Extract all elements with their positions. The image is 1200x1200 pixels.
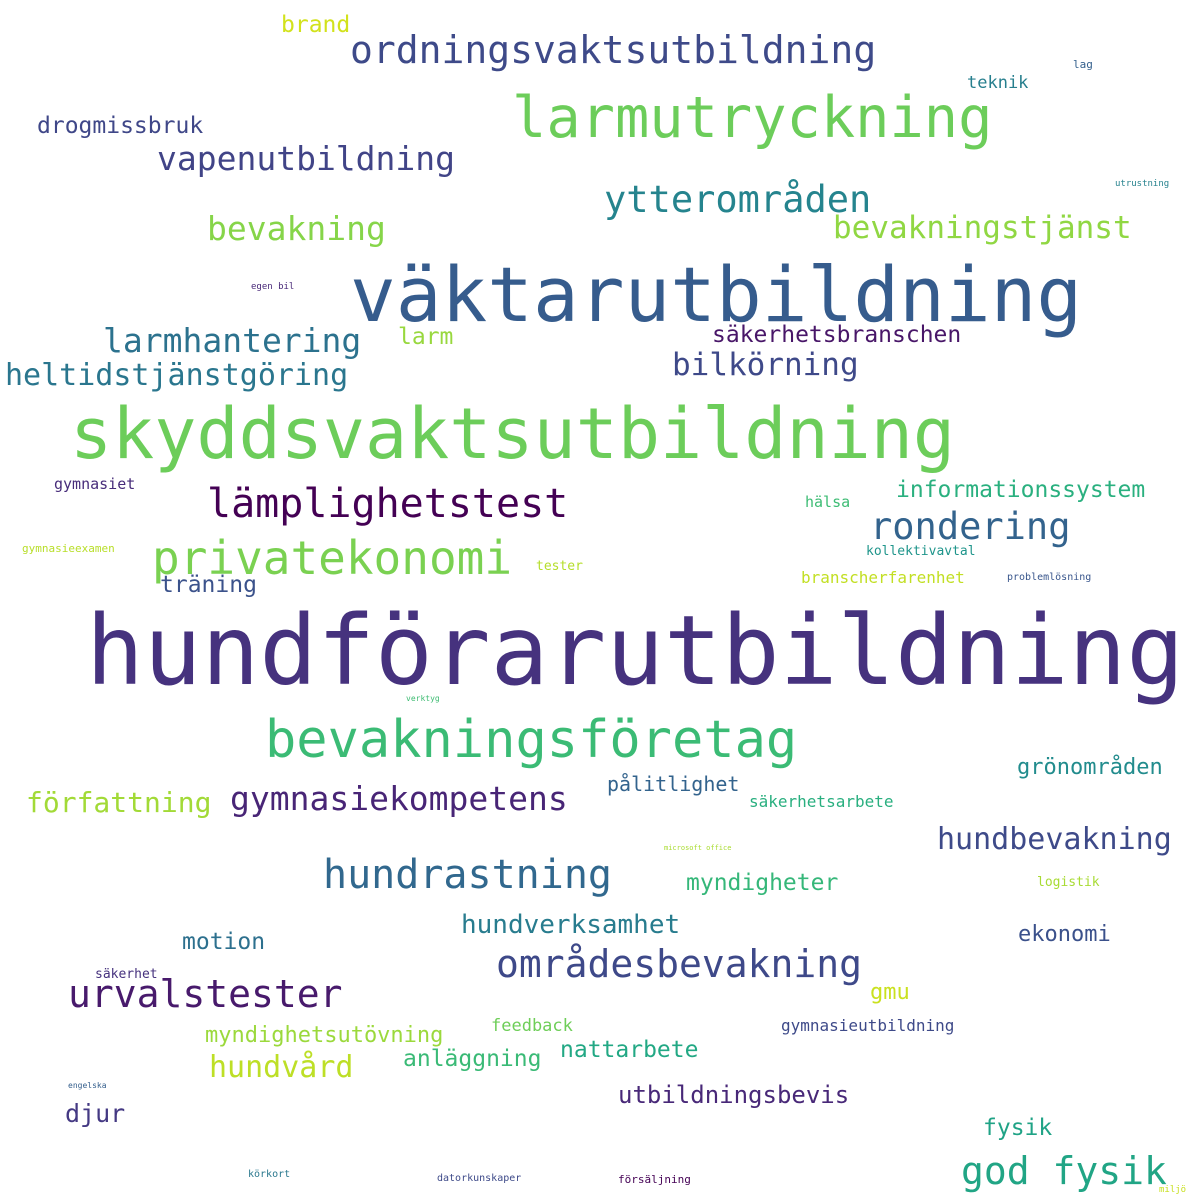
word-ytteromraden: ytterområden — [604, 178, 872, 221]
word-verktyg: verktyg — [406, 694, 440, 703]
word-motion: motion — [182, 929, 266, 955]
word-egen-bil: egen bil — [251, 282, 295, 292]
word-lamplighetstest: lämplighetstest — [207, 481, 569, 527]
word-myndigheter: myndigheter — [686, 870, 839, 896]
word-fysik: fysik — [983, 1115, 1053, 1141]
word-gymnasiekompetens: gymnasiekompetens — [230, 779, 568, 818]
word-gronomraden: grönområden — [1017, 755, 1163, 780]
word-microsoft-office: microsoft office — [664, 844, 732, 852]
word-hundverksamhet: hundverksamhet — [461, 910, 681, 940]
word-hundrastning: hundrastning — [323, 852, 612, 898]
word-gymnasieexamen: gymnasieexamen — [22, 542, 115, 555]
word-traning: träning — [160, 572, 257, 598]
word-gymnasieutbildning: gymnasieutbildning — [781, 1016, 955, 1035]
word-gmu: gmu — [870, 980, 910, 1005]
word-vaktarutbildning: väktarutbildning — [350, 250, 1083, 339]
word-privatekonomi: privatekonomi — [152, 531, 513, 585]
word-god-fysik: god fysik — [961, 1149, 1167, 1193]
word-omradesbevakning: områdesbevakning — [496, 942, 863, 986]
word-lag: lag — [1073, 58, 1093, 71]
word-bevakningstjanst: bevakningstjänst — [833, 210, 1132, 246]
word-palitlighet: pålitlighet — [607, 772, 740, 796]
word-larmhantering: larmhantering — [103, 321, 362, 360]
word-sakerhetsarbete: säkerhetsarbete — [749, 792, 894, 811]
word-forfattning: författning — [26, 786, 212, 819]
word-engelska: engelska — [68, 1081, 107, 1090]
word-utrustning: utrustning — [1115, 179, 1170, 189]
word-datorkunskaper: datorkunskaper — [437, 1173, 522, 1184]
word-nattarbete: nattarbete — [560, 1037, 699, 1063]
word-hundvard: hundvård — [209, 1050, 354, 1085]
word-drogmissbruk: drogmissbruk — [37, 113, 204, 139]
word-logistik: logistik — [1037, 875, 1100, 890]
word-hundforarutbildning: hundförarutbildning — [86, 595, 1185, 707]
word-hundbevakning: hundbevakning — [937, 822, 1172, 857]
word-bevakning: bevakning — [207, 209, 386, 248]
word-skyddsvaktsutbildning: skyddsvaktsutbildning — [70, 393, 956, 475]
word-myndighetsutovning: myndighetsutövning — [205, 1023, 444, 1048]
word-forsaljning: försäljning — [618, 1173, 691, 1186]
word-ekonomi: ekonomi — [1018, 922, 1111, 947]
word-ordningsvaktsutbildning: ordningsvaktsutbildning — [350, 28, 877, 72]
word-heltidstjanstgoring: heltidstjänstgöring — [5, 358, 349, 393]
word-bevakningsforetag: bevakningsföretag — [265, 710, 798, 770]
word-vapenutbildning: vapenutbildning — [157, 139, 456, 178]
word-sakerhet: säkerhet — [95, 967, 158, 982]
word-halsa: hälsa — [805, 493, 851, 511]
word-kollektivavtal: kollektivavtal — [866, 544, 976, 559]
word-sakerhetsbranschen: säkerhetsbranschen — [712, 322, 962, 348]
word-korkort: körkort — [248, 1169, 291, 1180]
word-urvalstester: urvalstester — [68, 972, 343, 1016]
word-larm: larm — [398, 324, 454, 350]
word-miljo: miljö — [1159, 1185, 1187, 1195]
word-larmutryckning: larmutryckning — [512, 85, 993, 151]
word-informationssystem: informationssystem — [896, 477, 1146, 503]
word-gymnasiet: gymnasiet — [54, 475, 136, 493]
word-teknik: teknik — [967, 73, 1029, 93]
word-utbildningsbevis: utbildningsbevis — [618, 1081, 850, 1109]
word-djur: djur — [65, 1099, 126, 1128]
word-rondering: rondering — [870, 505, 1071, 548]
word-feedback: feedback — [491, 1016, 573, 1036]
word-problemlosning: problemlösning — [1007, 572, 1092, 583]
word-branscherfarenhet: branscherfarenhet — [801, 568, 965, 587]
word-anlaggning: anläggning — [403, 1046, 542, 1072]
word-tester: tester — [536, 559, 583, 574]
word-brand: brand — [281, 12, 351, 38]
word-bilkorning: bilkörning — [672, 347, 859, 383]
